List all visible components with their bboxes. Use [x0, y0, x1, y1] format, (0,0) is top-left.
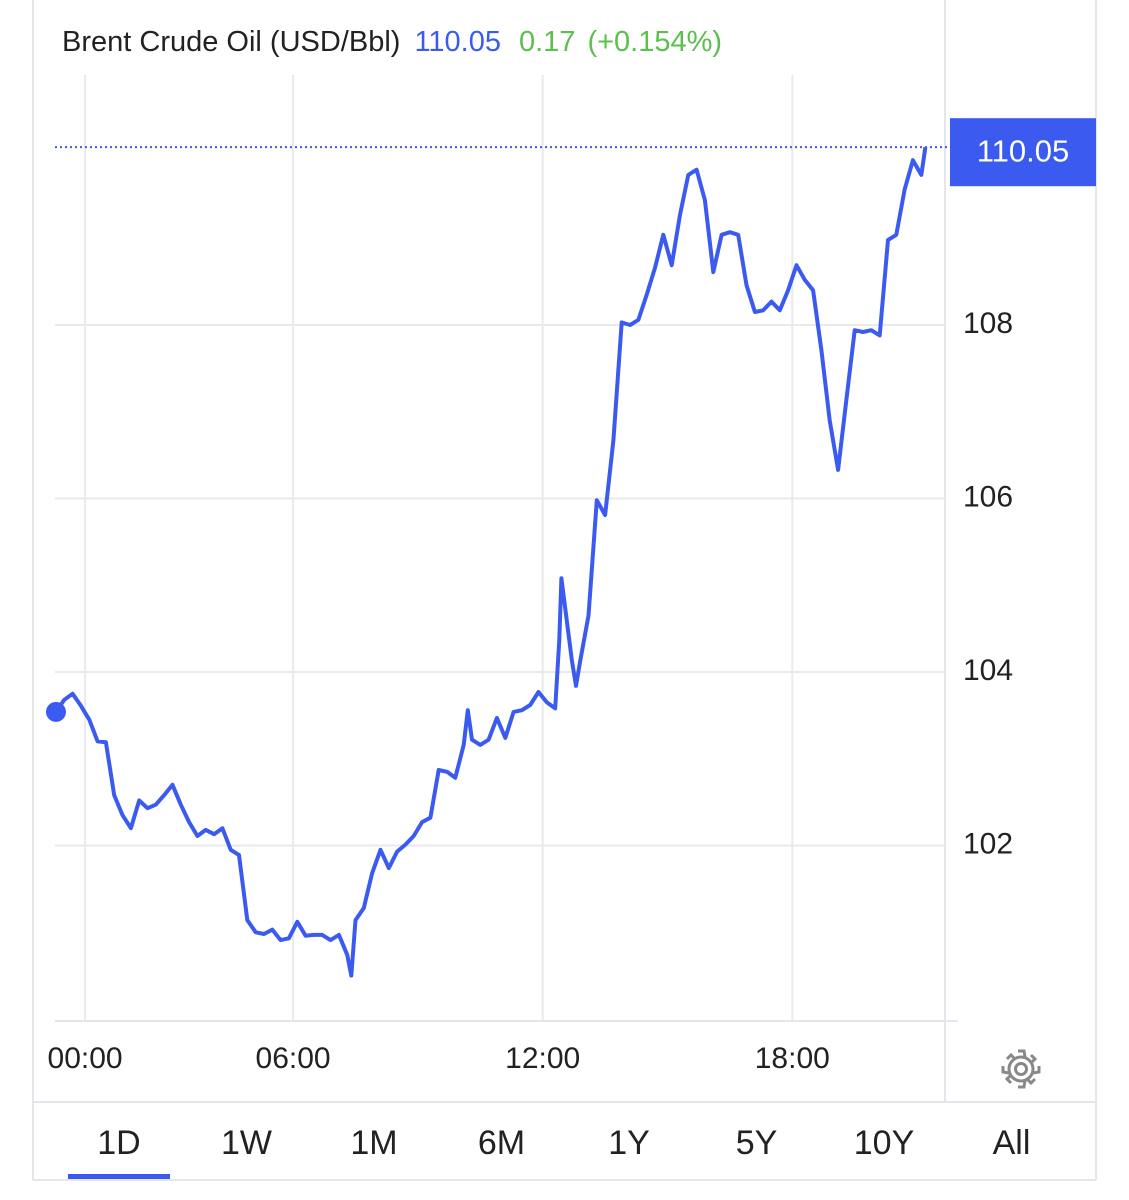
range-tab[interactable]: 5Y — [736, 1124, 778, 1162]
price-tag-label: 110.05 — [977, 133, 1070, 168]
active-underline — [68, 1174, 170, 1179]
price-line — [54, 146, 928, 978]
chart-title: Brent Crude Oil (USD/Bbl) — [62, 26, 400, 58]
start-dot — [45, 701, 66, 722]
x-tick-label: 18:00 — [755, 1042, 830, 1075]
price-tag — [950, 118, 1096, 187]
y-tick-label: 102 — [963, 827, 1013, 860]
plot: 102 104 106 108 00:00 06:00 12:00 18:00 110.05 1D… — [45, 75, 1096, 1179]
change: 0.17 — [519, 26, 575, 58]
range-tab[interactable]: 1Y — [608, 1124, 650, 1162]
range-tab[interactable]: 1D — [97, 1124, 140, 1162]
range-tab[interactable]: 1W — [221, 1124, 272, 1162]
x-tick-label: 06:00 — [256, 1042, 331, 1075]
y-tick-label: 104 — [963, 654, 1013, 687]
range-tab[interactable]: 10Y — [854, 1124, 915, 1162]
range-tab[interactable]: 6M — [478, 1124, 525, 1162]
price: 110.05 — [414, 26, 501, 58]
range-tab[interactable]: All — [993, 1124, 1031, 1162]
x-tick-label: 00:00 — [48, 1042, 123, 1075]
y-tick-label: 108 — [963, 307, 1013, 340]
change-percent: (+0.154%) — [587, 26, 722, 58]
y-tick-label: 106 — [963, 480, 1013, 513]
x-tick-label: 12:00 — [505, 1042, 580, 1075]
header: Brent Crude Oil (USD/Bbl) 110.05 0.17 (+0.1… — [62, 26, 722, 58]
settings-icon[interactable] — [1001, 1049, 1041, 1089]
range-tab[interactable]: 1M — [350, 1124, 397, 1162]
